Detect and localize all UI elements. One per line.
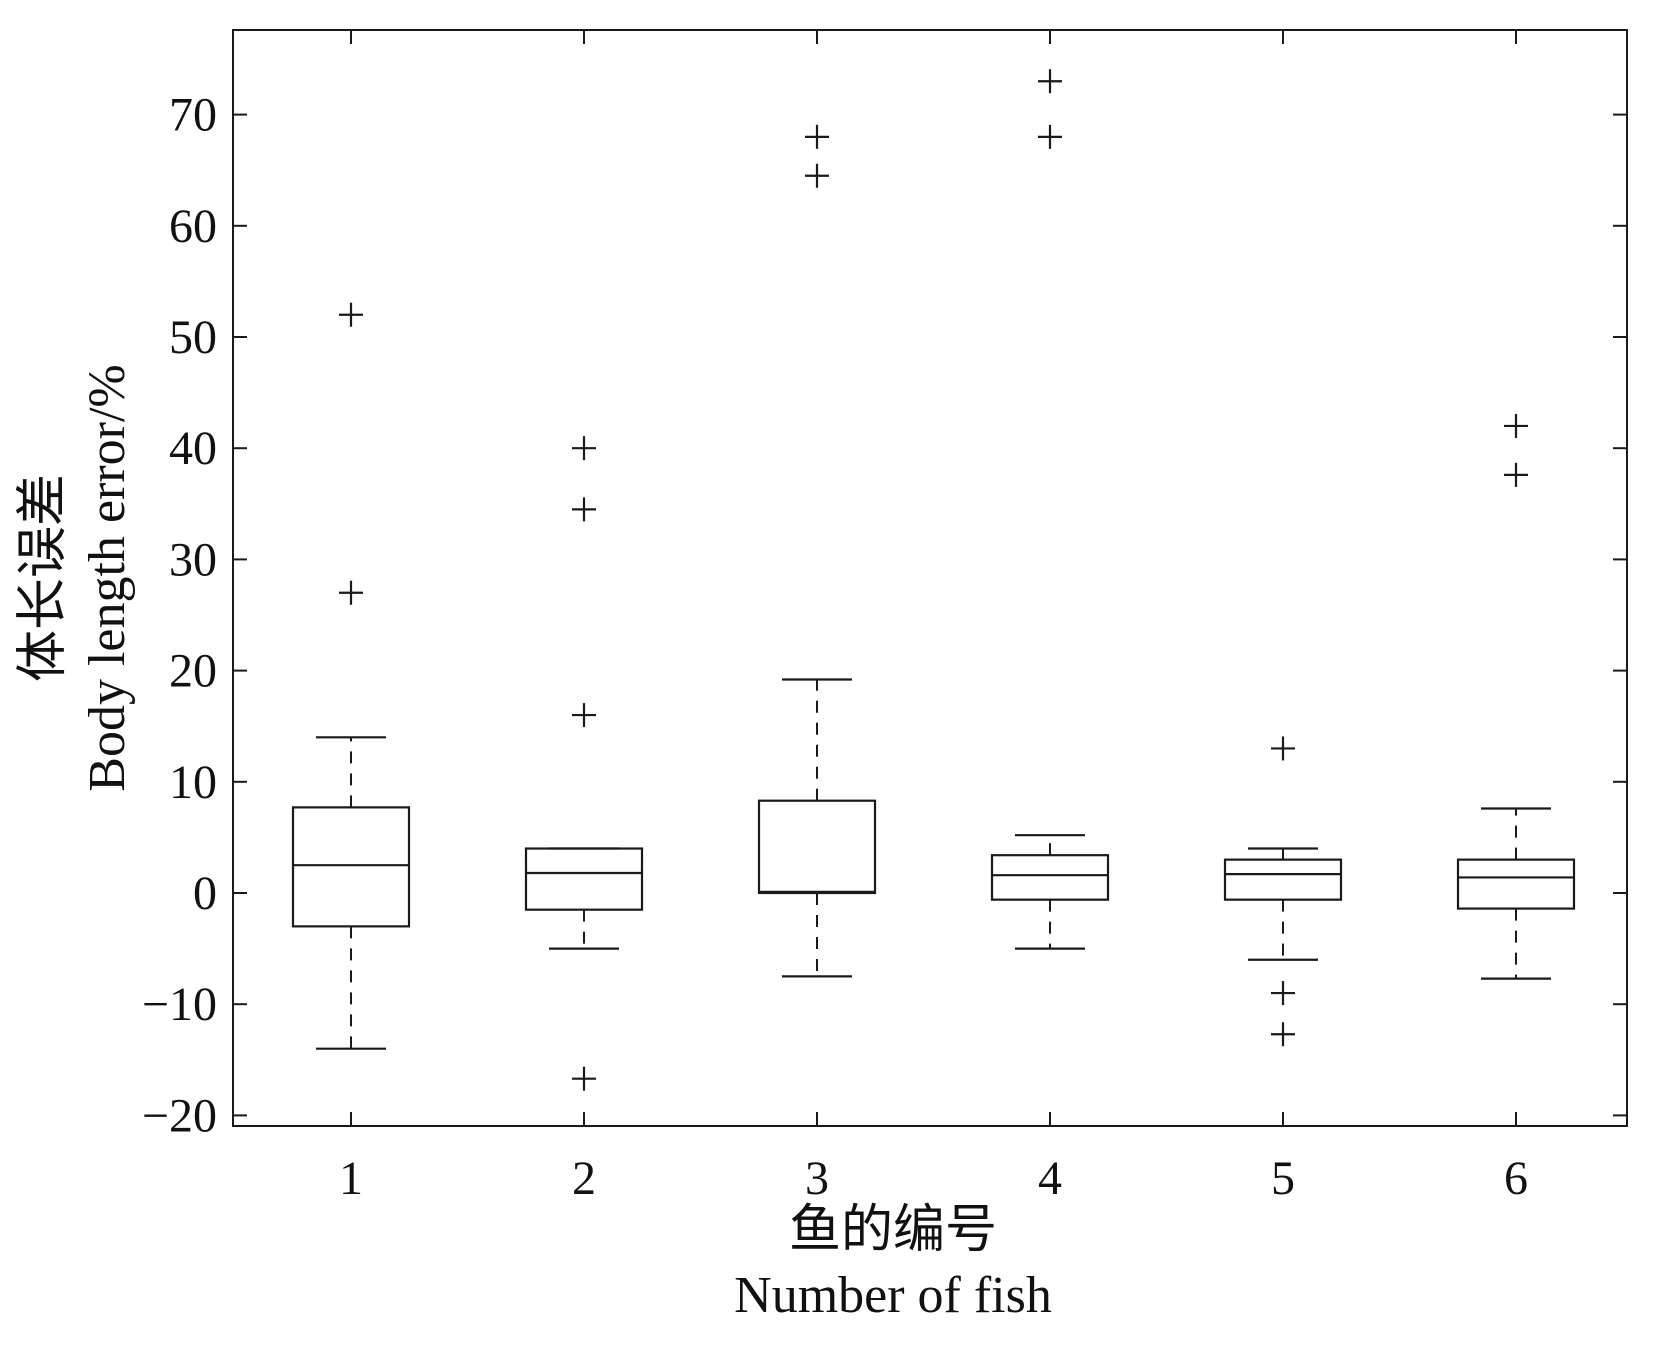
y-tick-label: 10	[169, 756, 217, 809]
boxes-layer	[291, 69, 1576, 1091]
outlier-marker	[572, 1066, 596, 1091]
y-tick-label: 70	[169, 89, 217, 142]
outlier-marker	[1038, 69, 1062, 94]
box	[990, 854, 1110, 901]
box	[1456, 858, 1576, 910]
x-axis: 1 2 3 4 5 6	[339, 30, 1528, 1205]
x-axis-title-en: Number of fish	[734, 1267, 1052, 1324]
y-tick-label: −20	[142, 1089, 217, 1142]
outlier-marker	[1038, 124, 1062, 149]
y-tick-label: 60	[169, 200, 217, 253]
box	[291, 806, 411, 928]
x-tick-label: 2	[572, 1152, 596, 1205]
outlier-marker	[805, 163, 829, 188]
outlier-marker	[339, 302, 363, 327]
box-group	[291, 302, 411, 1050]
x-axis-title-cn: 鱼的编号	[789, 1202, 997, 1259]
outlier-marker	[1271, 736, 1295, 761]
box-group	[1223, 736, 1343, 1047]
box	[1223, 858, 1343, 901]
box	[524, 847, 644, 911]
x-tick-label: 1	[339, 1152, 363, 1205]
outlier-marker	[339, 580, 363, 605]
x-tick-label: 6	[1504, 1152, 1528, 1205]
x-tick-label: 3	[805, 1152, 829, 1205]
y-tick-label: 30	[169, 533, 217, 586]
y-tick-label: 0	[193, 867, 217, 920]
outlier-marker	[1504, 413, 1528, 438]
outlier-marker	[572, 703, 596, 728]
outlier-marker	[572, 436, 596, 461]
box-group	[1456, 413, 1576, 980]
x-tick-label: 5	[1271, 1152, 1295, 1205]
outlier-marker	[1504, 462, 1528, 487]
plot-frame	[232, 29, 1628, 1127]
x-tick-label: 4	[1038, 1152, 1062, 1205]
outlier-marker	[805, 124, 829, 149]
outlier-marker	[1271, 981, 1295, 1006]
y-tick-label: 20	[169, 645, 217, 698]
y-tick-label: 50	[169, 311, 217, 364]
box-group	[757, 124, 877, 978]
y-axis-title-cn: 体长误差	[15, 474, 72, 682]
outlier-marker	[1271, 1022, 1295, 1047]
box	[757, 799, 877, 895]
box-group	[990, 69, 1110, 950]
y-axis: −20 −10 0 10 20 30 40 50 60 70	[142, 89, 1627, 1142]
y-axis-title-en: Body length error/%	[79, 364, 136, 791]
y-tick-label: 40	[169, 422, 217, 475]
box-group	[524, 436, 644, 1091]
y-tick-label: −10	[142, 978, 217, 1031]
outlier-marker	[572, 497, 596, 522]
